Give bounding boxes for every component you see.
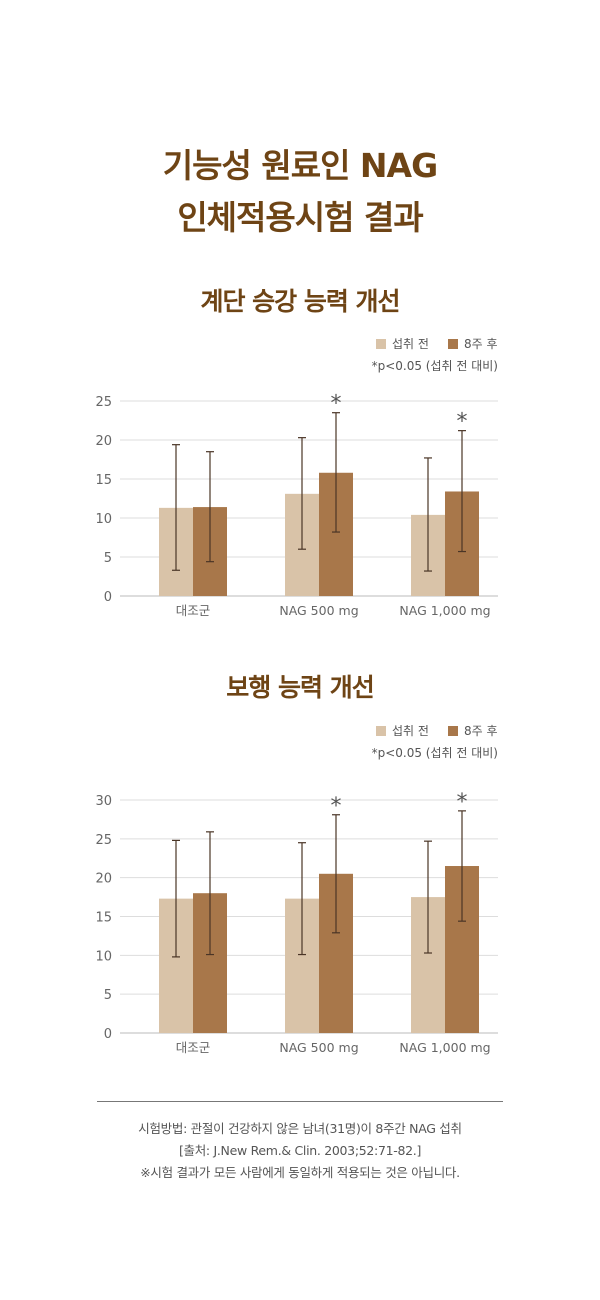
chart-stair-climbing: 섭취 전 8주 후 *p<0.05 (섭취 전 대비) 0 5 10 15 20 25 대조군 * N… xyxy=(95,337,498,618)
y-tick-label: 15 xyxy=(95,473,112,488)
footer: 시험방법: 관절이 건강하지 않은 남녀(31명)이 8주간 NAG 섭취 [출… xyxy=(0,1118,600,1184)
y-tick-label: 5 xyxy=(104,988,112,1003)
legend-label-1: 8주 후 xyxy=(464,337,498,351)
x-tick-label: NAG 1,000 mg xyxy=(399,603,490,618)
significance-note: *p<0.05 (섭취 전 대비) xyxy=(372,746,498,760)
y-tick-label: 20 xyxy=(95,872,112,887)
legend-label-1: 8주 후 xyxy=(464,724,498,738)
y-tick-label: 15 xyxy=(95,911,112,926)
y-tick-label: 25 xyxy=(95,395,112,410)
chart-walking: 섭취 전 8주 후 *p<0.05 (섭취 전 대비) 0 5 10 15 20 25 30 대조군… xyxy=(95,724,498,1055)
title-line-2: 인체적용시험 결과 xyxy=(177,198,423,237)
y-tick-label: 30 xyxy=(95,794,112,809)
y-tick-label: 0 xyxy=(104,590,112,605)
legend-swatch-1 xyxy=(448,339,458,349)
title-line-1: 기능성 원료인 NAG xyxy=(162,146,438,185)
x-tick-label: NAG 500 mg xyxy=(279,603,358,618)
footer-source: [출처: J.New Rem.& Clin. 2003;52:71-82.] xyxy=(178,1143,422,1158)
y-tick-label: 25 xyxy=(95,833,112,848)
y-tick-label: 20 xyxy=(95,434,112,449)
footer-disclaimer: ※시험 결과가 모든 사람에게 동일하게 적용되는 것은 아닙니다. xyxy=(140,1165,460,1180)
y-tick-label: 10 xyxy=(95,512,112,527)
y-tick-label: 0 xyxy=(104,1027,112,1042)
significance-mark: * xyxy=(331,794,342,819)
x-tick-label: NAG 500 mg xyxy=(279,1040,358,1055)
significance-mark: * xyxy=(457,410,468,435)
divider xyxy=(97,1101,503,1102)
significance-mark: * xyxy=(457,790,468,815)
legend-swatch-0 xyxy=(376,339,386,349)
x-tick-label: NAG 1,000 mg xyxy=(399,1040,490,1055)
footer-method: 시험방법: 관절이 건강하지 않은 남녀(31명)이 8주간 NAG 섭취 xyxy=(138,1121,462,1136)
significance-note: *p<0.05 (섭취 전 대비) xyxy=(372,359,498,373)
legend-swatch-1 xyxy=(448,726,458,736)
y-tick-label: 10 xyxy=(95,949,112,964)
x-tick-label: 대조군 xyxy=(176,1040,211,1055)
legend-label-0: 섭취 전 xyxy=(392,337,429,351)
legend-label-0: 섭취 전 xyxy=(392,724,429,738)
significance-mark: * xyxy=(331,392,342,417)
y-tick-label: 5 xyxy=(104,551,112,566)
chart-1-title: 계단 승강 능력 개선 xyxy=(200,287,400,316)
chart-2-title: 보행 능력 개선 xyxy=(226,673,374,702)
x-tick-label: 대조군 xyxy=(176,603,211,618)
page-title: 기능성 원료인 NAG 인체적용시험 결과 xyxy=(0,140,600,244)
legend-swatch-0 xyxy=(376,726,386,736)
